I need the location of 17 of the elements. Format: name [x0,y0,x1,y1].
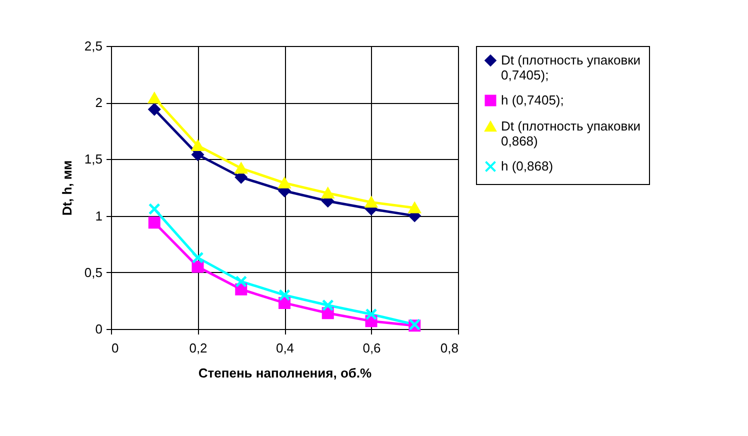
y-tick-label: 1 [95,208,102,224]
legend-label: Dt (плотность упаковки 0,7405); [501,52,641,82]
y-tick-label: 2,5 [84,38,102,54]
x-tick-label: 0,8 [440,340,458,356]
legend-label: h (0,868) [501,158,554,174]
legend-label: Dt (плотность упаковки 0,868) [501,118,641,148]
legend-label: h (0,7405); [501,92,564,108]
y-tick-label: 1,5 [84,152,102,167]
y-axis-title: Dt, h, мм [59,160,74,216]
x-tick-label: 0,4 [276,340,294,356]
y-tick-label: 0 [95,322,102,336]
x-tick-label: 0,6 [362,340,381,356]
y-tick-label: 2 [95,95,102,110]
y-tick-label: 0,5 [84,264,102,280]
x-tick-label: 0,2 [189,340,208,356]
x-tick-label: 0 [112,340,119,356]
x-axis-title: Степень наполнения, об.% [198,366,372,380]
